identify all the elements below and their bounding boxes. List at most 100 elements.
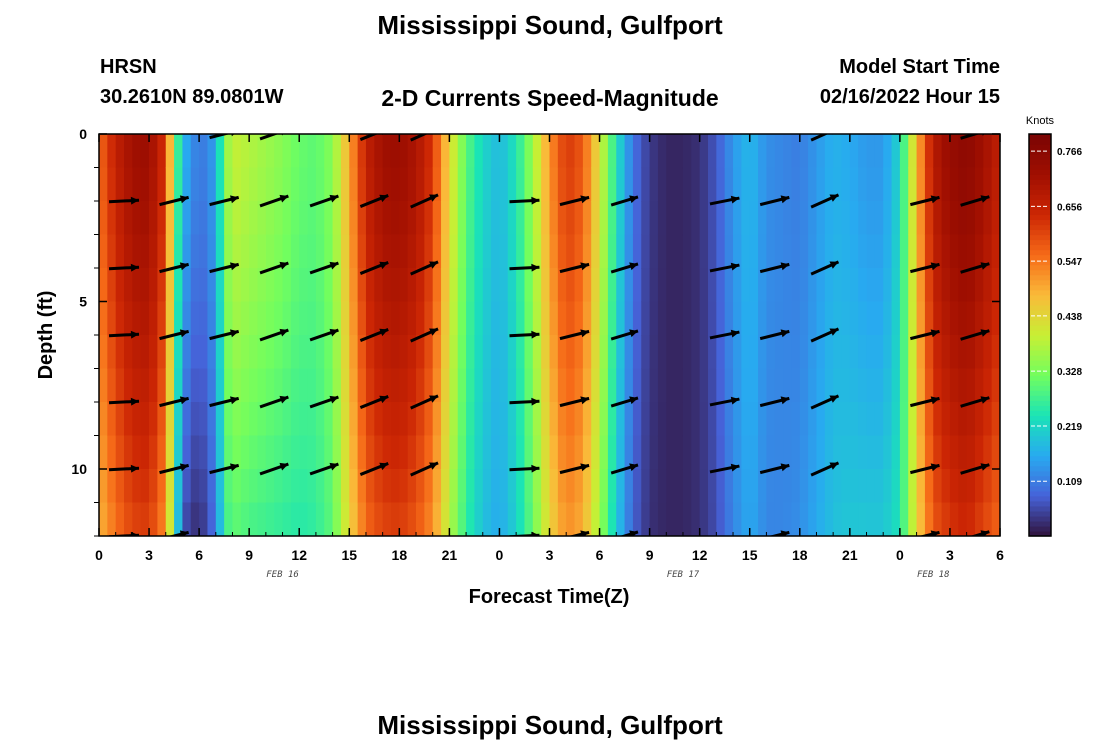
heatmap-cell xyxy=(632,301,642,336)
heatmap-cell xyxy=(749,335,759,370)
heatmap-cell xyxy=(733,134,742,169)
vector-head xyxy=(829,395,839,403)
heatmap-cell xyxy=(616,502,626,536)
heatmap-cell xyxy=(390,134,400,169)
vector-head xyxy=(531,263,540,272)
heatmap-cell xyxy=(190,268,200,303)
colorbar-swatch xyxy=(1029,239,1051,246)
heatmap-cell xyxy=(666,502,676,536)
heatmap-cell xyxy=(265,167,275,202)
heatmap-cell xyxy=(866,368,876,403)
heatmap-cell xyxy=(124,335,133,370)
heatmap-cell xyxy=(149,234,158,269)
heatmap-cell xyxy=(240,134,250,169)
heatmap-cell xyxy=(482,301,492,336)
current-vector xyxy=(759,195,790,207)
heatmap-cell xyxy=(799,201,809,236)
heatmap-cell xyxy=(616,435,626,470)
heatmap-cell xyxy=(949,268,959,303)
heatmap-cell xyxy=(441,201,450,236)
heatmap-cell xyxy=(274,502,284,536)
heatmap-cell xyxy=(249,435,259,470)
heatmap-cell xyxy=(749,502,759,536)
heatmap-cell xyxy=(816,234,826,269)
colorbar-swatch xyxy=(1029,415,1051,422)
heatmap-cell xyxy=(866,167,876,202)
heatmap-cell xyxy=(382,301,392,336)
heatmap-cell xyxy=(349,435,359,470)
heatmap-cell xyxy=(482,201,492,236)
heatmap-cell xyxy=(174,301,184,336)
vector-head xyxy=(780,329,790,338)
colorbar-tick-label: 0.109 xyxy=(1057,477,1082,488)
heatmap-cell xyxy=(340,201,350,236)
vector-head xyxy=(531,196,540,205)
heatmap-cell xyxy=(282,268,292,303)
heatmap-cell xyxy=(99,368,108,403)
heatmap-cell xyxy=(432,469,442,504)
heatmap-cell xyxy=(207,435,217,470)
heatmap-cell xyxy=(424,335,434,370)
heatmap-cell xyxy=(766,502,776,536)
heatmap-cell xyxy=(824,234,834,269)
heatmap-cell xyxy=(232,402,242,437)
colorbar-swatch xyxy=(1029,329,1051,336)
heatmap-cell xyxy=(332,301,342,336)
current-vector xyxy=(759,463,790,475)
heatmap-cell xyxy=(390,167,400,202)
heatmap-cell xyxy=(824,435,834,470)
heatmap-cell xyxy=(157,134,167,169)
heatmap-cell xyxy=(249,502,259,536)
heatmap-cell xyxy=(916,435,926,470)
heatmap-cell xyxy=(466,268,476,303)
heatmap-cell xyxy=(324,368,334,403)
heatmap-cell xyxy=(249,268,259,303)
colorbar-swatch xyxy=(1029,154,1051,160)
colorbar-swatch xyxy=(1029,259,1051,266)
heatmap-cell xyxy=(958,402,968,437)
heatmap-cell xyxy=(424,234,434,269)
colorbar-swatch xyxy=(1029,169,1051,175)
heatmap-cell xyxy=(290,301,300,336)
current-vector xyxy=(610,195,639,207)
heatmap-cell xyxy=(541,469,551,504)
heatmap-cell xyxy=(899,234,909,269)
heatmap-cell xyxy=(132,402,142,437)
colorbar-swatch xyxy=(1029,199,1051,205)
heatmap-cell xyxy=(624,335,634,370)
current-vector xyxy=(108,196,140,205)
heatmap-cell xyxy=(557,167,567,202)
heatmap-cell xyxy=(682,368,692,403)
heatmap-cell xyxy=(641,134,651,169)
heatmap-cell xyxy=(257,201,267,236)
heatmap-cell xyxy=(215,201,225,236)
heatmap-cell xyxy=(883,435,893,470)
heatmap-cell xyxy=(332,134,342,169)
vector-head xyxy=(629,530,638,536)
heatmap-cell xyxy=(315,435,325,470)
heatmap-cell xyxy=(799,301,809,336)
colorbar-swatch xyxy=(1029,500,1051,507)
heatmap-cell xyxy=(841,502,851,536)
heatmap-cell xyxy=(249,167,259,202)
heatmap-cell xyxy=(649,502,659,536)
heatmap-cell xyxy=(883,469,893,504)
heatmap-cell xyxy=(315,201,325,236)
heatmap-cell xyxy=(616,301,626,336)
vector-head xyxy=(629,396,638,405)
heatmap-cell xyxy=(733,435,742,470)
heatmap-cell xyxy=(549,469,559,504)
vector-head xyxy=(531,397,540,406)
heatmap-cell xyxy=(457,201,467,236)
heatmap-cell xyxy=(574,502,584,536)
heatmap-cell xyxy=(733,201,742,236)
heatmap-cell xyxy=(716,167,726,202)
heatmap-cell xyxy=(215,402,225,437)
colorbar-swatch xyxy=(1029,304,1051,311)
heatmap-cell xyxy=(833,335,843,370)
heatmap-cell xyxy=(808,502,818,536)
heatmap-cell xyxy=(416,435,425,470)
heatmap-cell xyxy=(274,435,284,470)
heatmap-cell xyxy=(966,268,976,303)
heatmap-cell xyxy=(708,167,717,202)
